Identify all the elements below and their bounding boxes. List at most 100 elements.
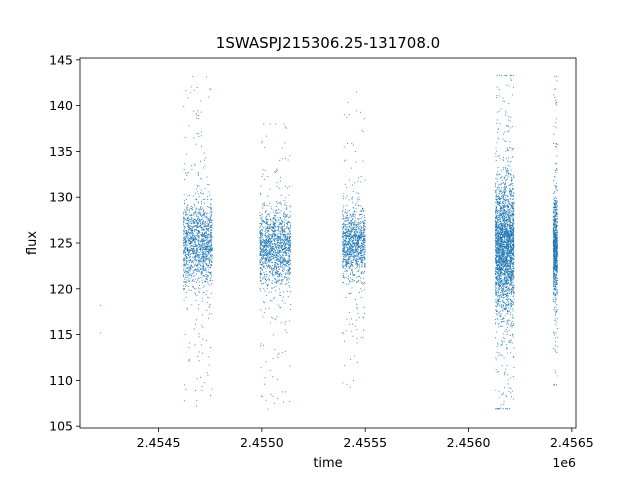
data-point <box>274 250 276 252</box>
data-point <box>502 301 504 303</box>
data-point <box>269 243 271 245</box>
data-point <box>509 325 511 327</box>
data-point <box>496 294 497 296</box>
data-point <box>512 278 514 280</box>
data-point <box>347 247 349 249</box>
data-point <box>265 259 267 261</box>
data-point <box>192 75 194 77</box>
data-point <box>260 276 261 278</box>
data-point <box>202 246 204 248</box>
data-point <box>348 236 350 237</box>
data-point <box>267 224 269 225</box>
data-point <box>289 211 291 213</box>
data-point <box>499 250 501 252</box>
data-point <box>501 196 503 198</box>
data-point <box>207 228 209 230</box>
data-point <box>187 270 189 272</box>
data-point <box>264 234 266 236</box>
data-point <box>511 317 513 319</box>
data-point <box>347 235 349 237</box>
data-point <box>271 282 273 284</box>
data-point <box>354 257 356 259</box>
data-point <box>355 224 357 226</box>
data-point <box>205 225 207 227</box>
data-point <box>195 256 197 258</box>
data-point <box>276 237 278 239</box>
data-point <box>364 219 366 221</box>
data-point <box>509 244 511 246</box>
data-point <box>268 226 270 228</box>
data-point <box>343 241 345 243</box>
data-point <box>197 173 199 175</box>
data-point <box>278 259 279 261</box>
data-point <box>202 254 204 255</box>
data-point <box>260 277 261 279</box>
data-point <box>183 245 185 247</box>
data-point <box>362 257 364 259</box>
data-point <box>261 232 263 234</box>
data-point <box>192 239 194 241</box>
data-point <box>195 300 197 301</box>
data-point <box>276 378 278 380</box>
data-point <box>270 227 272 228</box>
data-point <box>273 267 275 269</box>
data-point <box>260 289 261 291</box>
data-point <box>206 246 208 248</box>
data-point <box>357 251 359 253</box>
data-point <box>189 256 191 258</box>
data-point <box>262 251 264 253</box>
data-point <box>350 250 352 252</box>
data-point <box>262 207 264 209</box>
data-point <box>362 265 363 267</box>
data-point <box>196 235 198 237</box>
data-point <box>496 221 498 223</box>
data-point <box>193 249 195 251</box>
data-point <box>511 234 513 236</box>
data-point <box>269 225 271 227</box>
data-point <box>196 270 198 272</box>
data-point <box>199 208 201 210</box>
data-point <box>498 297 500 299</box>
data-point <box>263 202 265 204</box>
data-point <box>346 318 348 320</box>
data-point <box>272 395 274 397</box>
data-point <box>188 260 190 261</box>
data-point <box>285 329 286 331</box>
data-point <box>183 242 185 244</box>
data-point <box>211 250 213 252</box>
data-point <box>510 234 512 236</box>
data-point <box>269 123 271 125</box>
data-point <box>203 213 205 215</box>
data-point <box>274 243 276 245</box>
data-point <box>505 212 506 214</box>
data-point <box>510 272 512 274</box>
data-point <box>360 288 362 290</box>
data-point <box>265 218 267 220</box>
data-point <box>264 242 266 244</box>
data-point <box>276 240 278 241</box>
data-point <box>495 195 497 197</box>
data-point <box>270 245 272 247</box>
data-point <box>496 238 498 240</box>
data-point <box>277 241 279 242</box>
data-point <box>272 245 273 247</box>
data-point <box>513 295 515 297</box>
data-point <box>278 256 280 258</box>
data-point <box>266 257 268 259</box>
data-point <box>266 251 268 253</box>
data-point <box>194 228 196 230</box>
data-point <box>187 224 189 226</box>
data-point <box>280 241 282 243</box>
data-point <box>280 251 281 253</box>
data-point <box>260 185 262 187</box>
data-point <box>348 114 350 116</box>
data-point <box>495 369 497 370</box>
data-point <box>282 254 283 256</box>
data-point <box>261 248 263 250</box>
data-point <box>496 175 498 177</box>
data-point <box>496 178 498 180</box>
data-point <box>499 190 501 192</box>
data-point <box>505 295 507 297</box>
data-point <box>194 192 196 194</box>
data-point <box>283 264 285 266</box>
